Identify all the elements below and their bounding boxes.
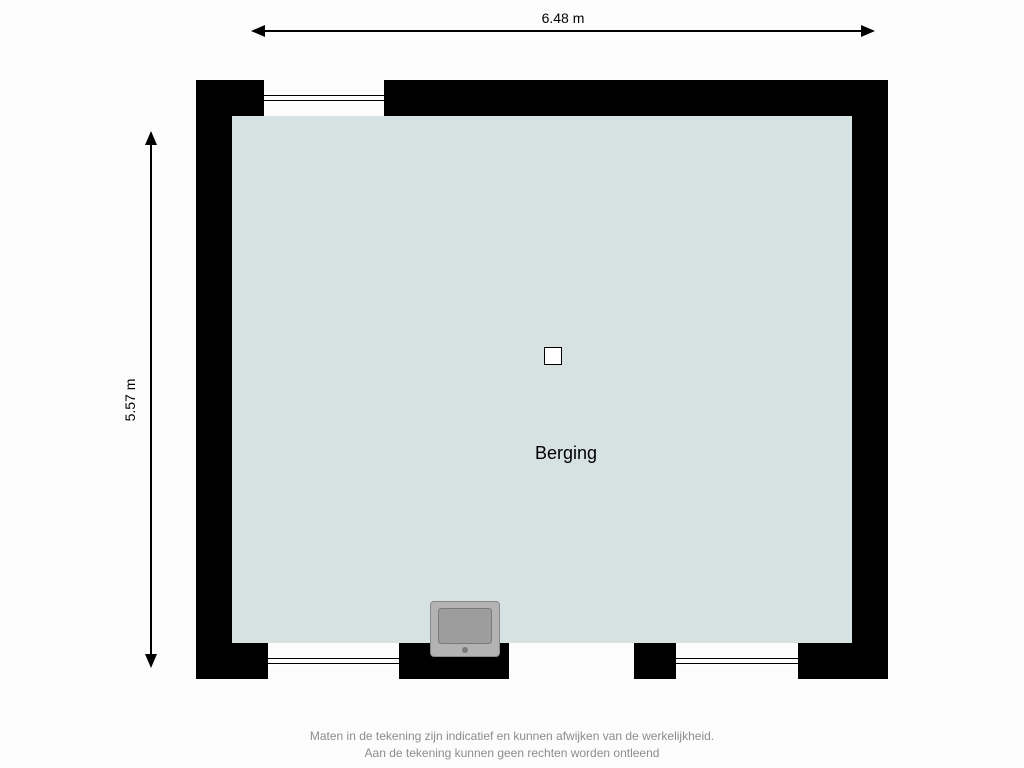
dimension-height: 5.57 m: [150, 133, 152, 666]
disclaimer-line-1: Maten in de tekening zijn indicatief en …: [0, 728, 1024, 745]
wall-top-seg-0: [196, 80, 264, 116]
floorplan: [196, 80, 888, 679]
disclaimer-line-2: Aan de tekening kunnen geen rechten word…: [0, 745, 1024, 762]
window-top-0: [264, 92, 384, 104]
arrow-left-icon: [251, 25, 265, 37]
center-marker-icon: [544, 347, 562, 365]
sink-basin: [438, 608, 492, 644]
disclaimer: Maten in de tekening zijn indicatief en …: [0, 728, 1024, 762]
wall-left: [196, 80, 232, 679]
sink-fixture: [430, 601, 500, 657]
dimension-width: 6.48 m: [253, 30, 873, 32]
wall-bottom-seg-0: [196, 643, 268, 679]
wall-bottom-seg-3: [798, 643, 888, 679]
wall-top-seg-1: [384, 80, 888, 116]
dimension-width-label: 6.48 m: [542, 10, 585, 26]
window-bottom-0: [268, 655, 399, 667]
arrow-down-icon: [145, 654, 157, 668]
arrow-up-icon: [145, 131, 157, 145]
floorplan-stage: 6.48 m 5.57 m Berging Maten in de tekeni…: [0, 0, 1024, 768]
floor-area: [232, 116, 852, 643]
wall-right: [852, 80, 888, 679]
dimension-height-label: 5.57 m: [122, 378, 138, 421]
room-label: Berging: [535, 443, 597, 464]
wall-bottom-seg-2: [634, 643, 676, 679]
window-bottom-1: [676, 655, 798, 667]
arrow-right-icon: [861, 25, 875, 37]
sink-tap-icon: [462, 647, 468, 653]
